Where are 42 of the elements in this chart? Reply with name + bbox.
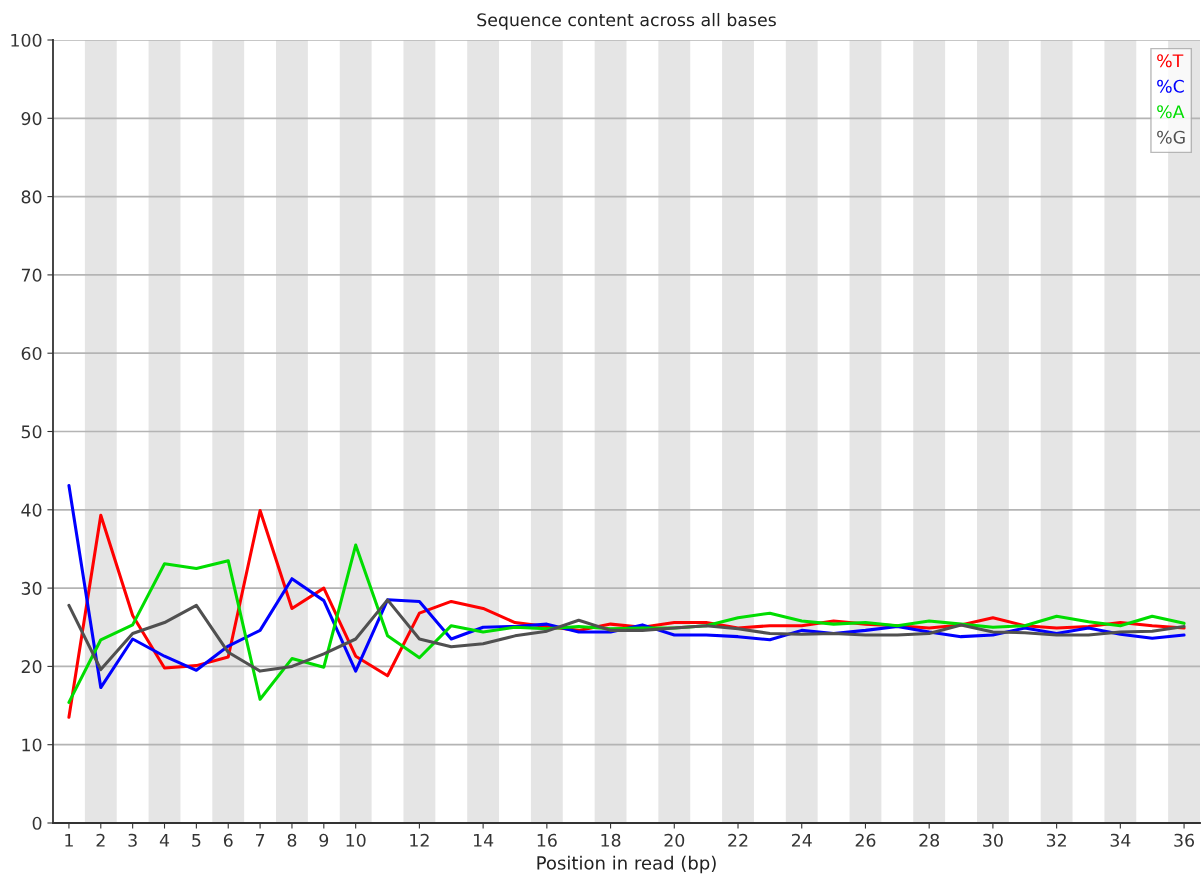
x-tick-label: 4: [159, 833, 170, 847]
y-tick-label: 10: [22, 738, 42, 752]
y-tick-label: 70: [21, 268, 42, 282]
x-tick-label: 28: [919, 833, 940, 847]
text: %A: [1157, 105, 1185, 119]
x-tick-label: 24: [791, 833, 812, 847]
x-tick-label: 36: [1174, 833, 1195, 847]
y-tick-label: 80: [21, 190, 42, 204]
x-tick-label: 20: [664, 833, 685, 847]
text: %C: [1157, 79, 1184, 93]
x-tick-label: 18: [601, 833, 621, 847]
x-tick-label: 5: [192, 833, 201, 847]
x-tick-label: 22: [728, 833, 748, 847]
x-tick-label: 12: [410, 833, 429, 847]
text: %T: [1157, 54, 1184, 68]
line-series: [67, 543, 1186, 704]
y-tick-label: 0: [32, 816, 42, 830]
x-tick-label: 32: [1046, 833, 1066, 847]
x-tick-label: 6: [223, 833, 233, 847]
x-tick-label: 34: [1110, 833, 1131, 847]
x-tick-label: 9: [319, 833, 329, 847]
y-tick-label: 20: [21, 660, 42, 674]
y-tick-label: 40: [21, 503, 42, 517]
x-tick-label: 14: [473, 833, 494, 847]
x-tick-label: 7: [256, 833, 265, 847]
x-axis-title: Position in read (bp): [537, 855, 716, 874]
x-tick-label: 2: [96, 833, 105, 847]
line-series: [67, 598, 1186, 673]
x-tick-label: 10: [346, 833, 366, 847]
text: %G: [1157, 130, 1185, 144]
chart-title: Sequence content across all bases: [477, 12, 776, 30]
x-tick-label: 26: [855, 833, 876, 847]
x-tick-label: 1: [65, 833, 73, 847]
y-tick-label: 50: [21, 425, 42, 439]
y-tick-label: 100: [11, 33, 42, 47]
x-tick-label: 30: [983, 833, 1003, 847]
y-tick-label: 60: [21, 346, 42, 361]
x-tick-label: 3: [128, 833, 137, 847]
y-tick-label: 30: [21, 581, 42, 595]
y-tick-label: 90: [21, 112, 42, 126]
x-tick-label: 16: [537, 833, 557, 847]
x-tick-label: 8: [287, 833, 297, 847]
